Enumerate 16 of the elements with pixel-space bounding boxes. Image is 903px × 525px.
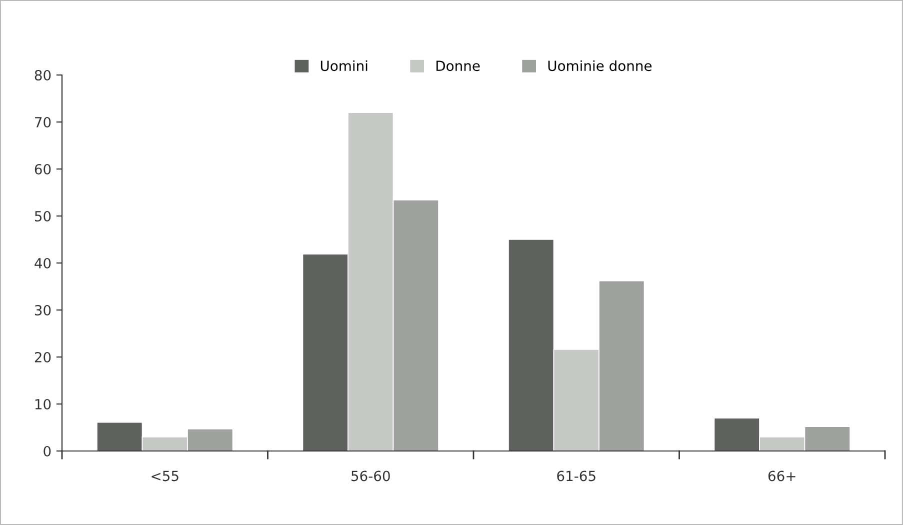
x-tick-label: 56-60 — [352, 470, 390, 482]
y-tick-label: 30 — [34, 304, 51, 316]
y-tick-label: 70 — [35, 116, 51, 128]
x-tick-label: 66+ — [768, 470, 796, 482]
y-tick-label: 40 — [34, 258, 51, 268]
y-tick-label: 80 — [34, 70, 51, 80]
y-tick-label: 60 — [34, 164, 51, 174]
y-tick-label: 50 — [34, 210, 51, 222]
legend-label: Uomini — [320, 60, 368, 72]
x-tick-label: <55 — [152, 470, 178, 482]
x-tick-label: 61-65 — [557, 470, 596, 482]
y-tick-label: 10 — [35, 398, 51, 410]
legend-label: Donne — [436, 60, 480, 72]
y-tick-label: 20 — [34, 352, 51, 362]
legend-label: Uominie donne — [548, 60, 652, 72]
y-tick-label: 0 — [44, 446, 51, 456]
